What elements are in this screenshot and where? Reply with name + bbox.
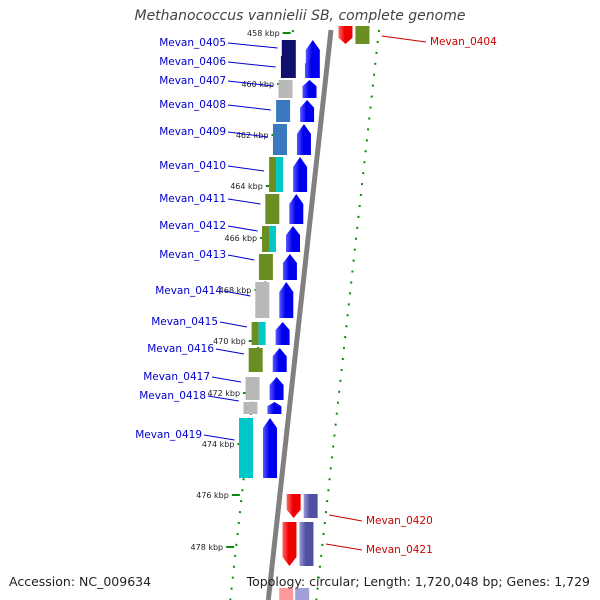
- forward-gene-arrow: [293, 157, 308, 192]
- cog-block: [251, 322, 259, 345]
- label-leader-line: [207, 395, 239, 402]
- label-leader-line: [329, 514, 363, 522]
- forward-gene-arrow: [302, 80, 317, 98]
- inner-tick-ring: [315, 29, 380, 600]
- cog-block: [299, 522, 314, 566]
- cog-block: [269, 226, 277, 252]
- scale-tick-label: 472 kbp: [207, 389, 240, 398]
- forward-gene-label: Mevan_0412: [159, 220, 226, 232]
- forward-gene-arrow: [263, 418, 278, 478]
- forward-gene-label: Mevan_0411: [159, 193, 226, 205]
- label-leader-line: [219, 321, 248, 328]
- scale-tick-label: 458 kbp: [247, 29, 280, 38]
- cog-block: [265, 194, 280, 224]
- forward-gene-arrow: [289, 194, 304, 224]
- reverse-gene-label: Mevan_0420: [366, 515, 433, 527]
- cog-block: [303, 494, 318, 518]
- forward-gene-arrow: [282, 254, 297, 280]
- reverse-gene-arrow: [279, 588, 294, 600]
- label-leader-line: [203, 434, 235, 441]
- forward-gene-label: Mevan_0410: [159, 160, 226, 172]
- forward-gene-label: Mevan_0407: [159, 75, 226, 87]
- forward-gene-arrow: [279, 282, 294, 318]
- label-leader-line: [227, 198, 261, 205]
- forward-gene-label: Mevan_0415: [151, 316, 218, 328]
- scale-tick-label: 464 kbp: [230, 182, 263, 191]
- cog-block: [295, 588, 310, 600]
- cog-block: [276, 100, 291, 122]
- reverse-gene-arrow: [338, 26, 353, 44]
- forward-gene-label: Mevan_0418: [139, 390, 206, 402]
- label-leader-line: [227, 225, 258, 232]
- label-leader-line: [215, 348, 245, 355]
- forward-gene-arrow: [275, 322, 290, 345]
- cog-block: [269, 157, 277, 192]
- reverse-gene-label: Mevan_0404: [430, 36, 497, 48]
- label-leader-line: [227, 165, 265, 172]
- scale-tick-label: 466 kbp: [225, 234, 258, 243]
- cog-block: [258, 254, 273, 280]
- scale-tick-label: 470 kbp: [213, 337, 246, 346]
- cog-block: [255, 282, 270, 318]
- forward-gene-label: Mevan_0409: [159, 126, 226, 138]
- cog-block: [258, 322, 266, 345]
- forward-gene-label: Mevan_0413: [159, 249, 226, 261]
- cog-block: [280, 56, 295, 78]
- map-title: Methanococcus vannielii SB, complete gen…: [134, 8, 466, 24]
- forward-gene-label: Mevan_0417: [143, 371, 210, 383]
- forward-gene-arrow: [267, 402, 282, 414]
- cog-block: [243, 402, 258, 414]
- scale-tick-label: 468 kbp: [219, 286, 252, 295]
- reverse-gene-arrow: [286, 494, 301, 518]
- cog-block: [245, 377, 260, 400]
- label-leader-line: [227, 131, 268, 138]
- reverse-gene-label: Mevan_0421: [366, 544, 433, 556]
- label-leader-line: [223, 290, 251, 297]
- cog-block: [276, 157, 284, 192]
- cog-block: [272, 124, 287, 155]
- genome-backbone: [265, 29, 334, 600]
- reverse-gene-arrow: [282, 522, 297, 566]
- genome-summary: Topology: circular; Length: 1,720,048 bp…: [246, 574, 590, 589]
- label-leader-line: [227, 104, 271, 111]
- label-leader-line: [325, 543, 363, 551]
- cog-block: [355, 26, 370, 44]
- forward-gene-arrow: [296, 124, 311, 155]
- scale-tick-label: 476 kbp: [196, 491, 229, 500]
- label-leader-line: [227, 80, 274, 87]
- cog-block: [262, 226, 270, 252]
- forward-gene-label: Mevan_0405: [159, 37, 226, 49]
- scale-tick-label: 474 kbp: [202, 440, 235, 449]
- scale-tick-label: 478 kbp: [191, 543, 224, 552]
- forward-gene-label: Mevan_0408: [159, 99, 226, 111]
- label-leader-line: [227, 254, 255, 261]
- cog-block: [248, 348, 263, 372]
- forward-gene-label: Mevan_0419: [135, 429, 202, 441]
- label-leader-line: [227, 42, 278, 49]
- forward-gene-arrow: [272, 348, 287, 372]
- forward-gene-label: Mevan_0414: [155, 285, 222, 297]
- label-leader-line: [227, 61, 276, 68]
- forward-gene-arrow: [286, 226, 301, 252]
- label-leader-line: [211, 376, 242, 383]
- accession-label: Accession: NC_009634: [9, 574, 152, 589]
- forward-gene-arrow: [300, 100, 315, 122]
- forward-gene-arrow: [304, 56, 319, 78]
- forward-gene-arrow: [269, 377, 284, 400]
- cog-block: [239, 418, 254, 478]
- forward-gene-label: Mevan_0416: [147, 343, 214, 355]
- cog-block: [278, 80, 293, 98]
- forward-gene-label: Mevan_0406: [159, 56, 226, 68]
- label-leader-line: [381, 35, 427, 43]
